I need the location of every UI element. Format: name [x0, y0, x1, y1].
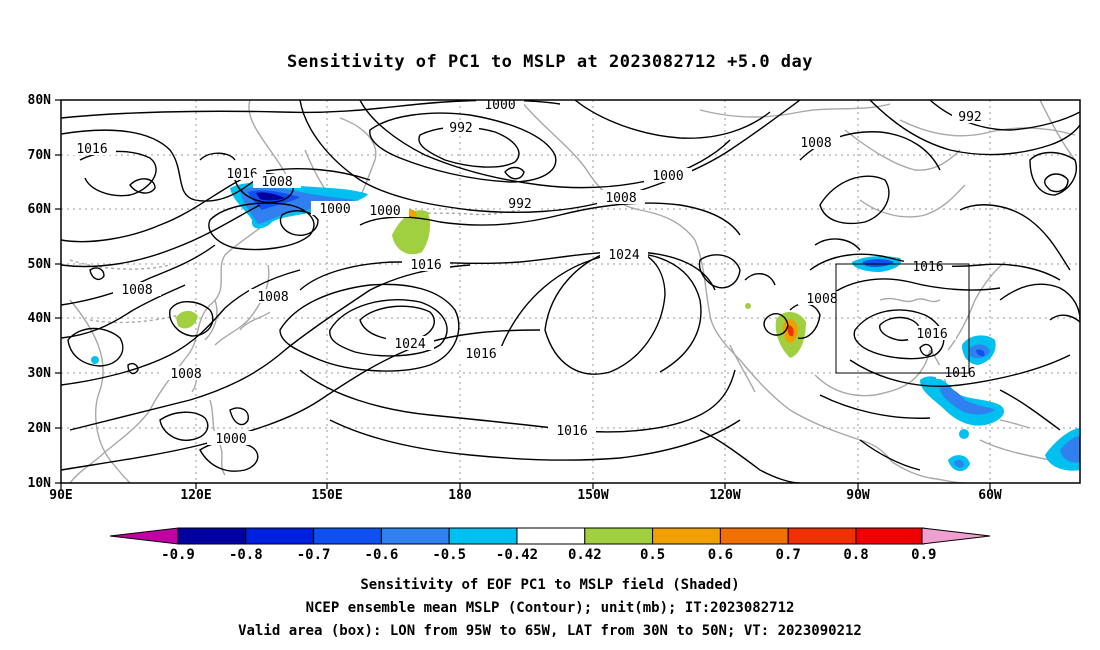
lon-tick-label: 150W [577, 488, 608, 503]
colorbar-label: 0.42 [568, 547, 602, 563]
contour-label: 1008 [800, 136, 831, 151]
valid-area-box [835, 263, 970, 374]
contour-label: 992 [958, 110, 981, 125]
sensitivity-shading [91, 182, 1080, 472]
colorbar-cell [652, 527, 721, 545]
lon-tick-label: 150E [311, 488, 342, 503]
contour-label: 1016 [912, 260, 943, 275]
colorbar-label: 0.6 [708, 547, 733, 563]
plot-frame [60, 99, 1081, 484]
colorbar-label: 0.5 [640, 547, 665, 563]
lat-axis-labels: 10N 20N 30N 40N 50N 60N 70N 80N [28, 93, 52, 491]
colorbar-label: 0.7 [776, 547, 801, 563]
colorbar-label: 0.9 [911, 547, 936, 563]
lat-tick-label: 50N [28, 257, 52, 272]
contour-label: 1000 [319, 202, 350, 217]
colorbar-label: -0.8 [229, 547, 263, 563]
contour-label: 1008 [170, 367, 201, 382]
contour-label: 1024 [608, 248, 639, 263]
contour-label: 1024 [394, 337, 425, 352]
contour-label: 1000 [652, 169, 683, 184]
colorbar-label: 0.8 [843, 547, 868, 563]
lat-tick-label: 20N [28, 421, 52, 436]
lon-tick-label: 180 [448, 488, 472, 503]
contour-label: 992 [508, 197, 531, 212]
contour-label: 1016 [226, 167, 257, 182]
lat-tick-label: 10N [28, 476, 52, 491]
map-area: 1000 992 1016 1016 1008 1000 1000 992 10… [61, 98, 1080, 483]
contour-label: 1008 [121, 283, 152, 298]
caption-line-1: Sensitivity of EOF PC1 to MSLP field (Sh… [360, 577, 739, 593]
lon-tick-label: 60W [978, 488, 1002, 503]
colorbar-cell [787, 527, 857, 545]
colorbar-cell [177, 527, 247, 545]
colorbar-label: -0.9 [161, 547, 195, 563]
colorbar-label: -0.6 [365, 547, 399, 563]
contour-label: 1016 [410, 258, 441, 273]
colorbar-cell [380, 527, 450, 545]
colorbar-high-end [921, 527, 991, 545]
contour-label: 1008 [806, 292, 837, 307]
colorbar-low-end [109, 527, 179, 545]
figure-title: Sensitivity of PC1 to MSLP at 2023082712… [287, 52, 813, 72]
contour-label: 1016 [916, 327, 947, 342]
contour-label: 1016 [556, 424, 587, 439]
colorbar-cell [516, 527, 586, 545]
colorbar-cell [855, 527, 925, 545]
lon-tick-label: 120E [180, 488, 211, 503]
contour-label: 1016 [76, 142, 107, 157]
lat-tick-label: 70N [28, 148, 52, 163]
caption-line-2: NCEP ensemble mean MSLP (Contour); unit(… [306, 600, 795, 616]
contour-label: 1008 [257, 290, 288, 305]
contour-label: 1016 [465, 347, 496, 362]
colorbar-label: -0.42 [496, 547, 538, 563]
colorbar-cell [584, 527, 654, 545]
lat-tick-label: 40N [28, 311, 52, 326]
lat-tick-label: 60N [28, 202, 52, 217]
lat-tick-label: 30N [28, 366, 52, 381]
lon-tick-label: 120W [709, 488, 740, 503]
lon-tick-label: 90W [846, 488, 870, 503]
contour-labels: 1000 992 1016 1016 1008 1000 1000 992 10… [68, 98, 988, 447]
colorbar-label: -0.7 [297, 547, 331, 563]
lat-tick-label: 80N [28, 93, 52, 108]
contour-label: 1000 [215, 432, 246, 447]
contour-label: 1000 [484, 98, 515, 113]
colorbar-cell [313, 527, 382, 545]
lon-axis-labels: 90E 120E 150E 180 150W 120W 90W 60W [49, 488, 1002, 503]
caption-line-3: Valid area (box): LON from 95W to 65W, L… [238, 623, 862, 639]
colorbar-cell [245, 527, 315, 545]
contour-label: 1008 [605, 191, 636, 206]
contour-label: 1008 [261, 175, 292, 190]
contour-label: 1000 [369, 204, 400, 219]
colorbar-cells [177, 527, 925, 545]
colorbar: -0.9 -0.8 -0.7 -0.6 -0.5 -0.42 0.42 0.5 0.6 0.7 0.… [109, 527, 991, 563]
colorbar-labels: -0.9 -0.8 -0.7 -0.6 -0.5 -0.42 0.42 0.5 0.6 0.7 0.… [161, 547, 936, 563]
colorbar-cell [719, 527, 789, 545]
colorbar-cell [448, 527, 518, 545]
contour-label: 992 [449, 121, 472, 136]
axis-ticks [55, 99, 991, 489]
lon-tick-label: 90E [49, 488, 72, 503]
colorbar-label: -0.5 [432, 547, 466, 563]
